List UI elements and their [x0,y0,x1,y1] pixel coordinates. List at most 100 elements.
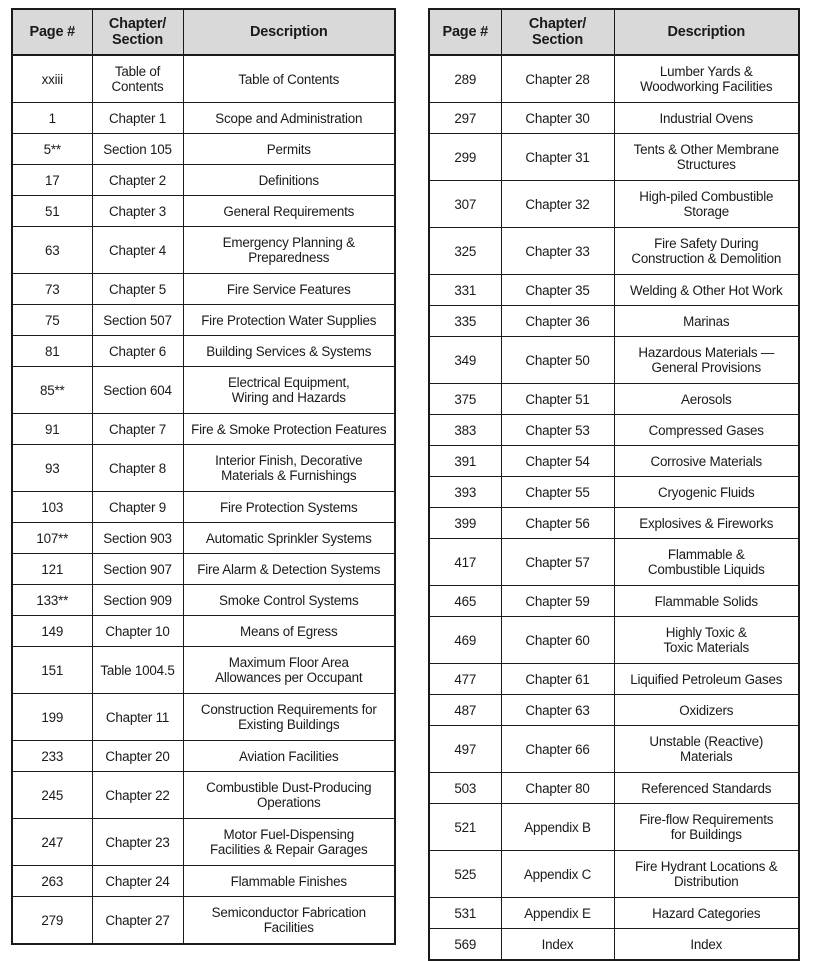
table-row[interactable]: 391 Chapter 54 Corrosive Materials [428,445,800,477]
cell-description: Electrical Equipment, Wiring and Hazards [182,366,396,414]
description-line2: Toxic Materials [663,640,750,655]
table-row[interactable]: 487 Chapter 63 Oxidizers [428,694,800,726]
chapter-section-line1: Chapter 8 [108,460,166,476]
table-row[interactable]: 151 Table 1004.5 Maximum Floor Area Allowan… [11,646,396,694]
description-line2: General Provisions [651,360,762,375]
cell-description: Fire Protection Water Supplies [182,304,396,336]
cell-chapter-section: Chapter 28 [500,54,615,103]
table-row[interactable]: 51 Chapter 3 General Requirements [11,195,396,227]
chapter-section-line1: Chapter 50 [525,352,590,368]
table-row[interactable]: 63 Chapter 4 Emergency Planning & Preparedn… [11,226,396,274]
description-line1: Lumber Yards & [659,64,753,79]
cell-chapter-section: Chapter 5 [91,273,184,305]
toc-table-right-wrapper: Page # Chapter/ Section Description 289 C… [428,8,800,961]
table-row[interactable]: 307 Chapter 32 High-piled Combustible Stora… [428,180,800,228]
chapter-section-line1: Section 507 [103,312,172,328]
description-line2: Combustible Liquids [647,562,765,577]
table-row[interactable]: 297 Chapter 30 Industrial Ovens [428,102,800,134]
table-row[interactable]: xxiii Table of Contents Table of Contents [11,54,396,103]
table-row[interactable]: 569 Index Index [428,928,800,961]
table-row[interactable]: 91 Chapter 7 Fire & Smoke Protection Featu… [11,413,396,445]
table-row[interactable]: 73 Chapter 5 Fire Service Features [11,273,396,305]
description-line1: Industrial Ovens [659,110,754,126]
cell-description: Smoke Control Systems [182,584,396,616]
table-row[interactable]: 279 Chapter 27 Semiconductor Fabrication Fa… [11,896,396,945]
table-row[interactable]: 107** Section 903 Automatic Sprinkler Syst… [11,522,396,554]
table-row[interactable]: 247 Chapter 23 Motor Fuel-Dispensing Facili… [11,818,396,866]
chapter-section-line1: Appendix E [524,905,591,921]
description-line1: Combustible Dust-Producing [206,780,372,795]
table-row[interactable]: 233 Chapter 20 Aviation Facilities [11,740,396,772]
table-row[interactable]: 17 Chapter 2 Definitions [11,164,396,196]
table-row[interactable]: 335 Chapter 36 Marinas [428,305,800,337]
toc-reference-page: Page # Chapter/ Section Description xxii… [11,8,800,961]
cell-chapter-section: Table 1004.5 [91,646,184,694]
table-row[interactable]: 465 Chapter 59 Flammable Solids [428,585,800,617]
table-row[interactable]: 121 Section 907 Fire Alarm & Detection Sys… [11,553,396,585]
table-row[interactable]: 85** Section 604 Electrical Equipment, Wiri… [11,366,396,414]
cell-chapter-section: Chapter 23 [91,818,184,866]
cell-chapter-section: Appendix C [500,850,615,898]
cell-description: Fire Service Features [182,273,396,305]
cell-description: General Requirements [182,195,396,227]
table-row[interactable]: 383 Chapter 53 Compressed Gases [428,414,800,446]
table-row[interactable]: 81 Chapter 6 Building Services & Systems [11,335,396,367]
cell-chapter-section: Chapter 2 [91,164,184,196]
cell-description: Cryogenic Fluids [613,476,800,508]
table-row[interactable]: 263 Chapter 24 Flammable Finishes [11,865,396,897]
chapter-section-line1: Chapter 53 [525,422,590,438]
table-row[interactable]: 525 Appendix C Fire Hydrant Locations & Dis… [428,850,800,898]
cell-chapter-section: Chapter 35 [500,274,615,306]
description-line1: Scope and Administration [215,110,363,126]
table-row[interactable]: 477 Chapter 61 Liquified Petroleum Gases [428,663,800,695]
table-row[interactable]: 289 Chapter 28 Lumber Yards & Woodworking F… [428,54,800,103]
table-row[interactable]: 245 Chapter 22 Combustible Dust-Producing O… [11,771,396,819]
description-line1: Hazard Categories [652,905,761,921]
chapter-section-line1: Chapter 24 [105,873,170,889]
table-row[interactable]: 331 Chapter 35 Welding & Other Hot Work [428,274,800,306]
table-row[interactable]: 399 Chapter 56 Explosives & Fireworks [428,507,800,539]
toc-table-left-header: Page # Chapter/ Section Description [11,8,396,56]
table-row[interactable]: 133** Section 909 Smoke Control Systems [11,584,396,616]
table-row[interactable]: 75 Section 507 Fire Protection Water Suppl… [11,304,396,336]
table-row[interactable]: 503 Chapter 80 Referenced Standards [428,772,800,804]
table-row[interactable]: 497 Chapter 66 Unstable (Reactive) Material… [428,725,800,773]
description-line1: Fire Protection Systems [219,499,358,515]
description-line1: General Requirements [223,203,355,219]
cell-page-number: 525 [428,850,502,898]
cell-description: Automatic Sprinkler Systems [182,522,396,554]
description-line2: Materials & Furnishings [221,468,357,483]
table-row[interactable]: 149 Chapter 10 Means of Egress [11,615,396,647]
cell-description: Building Services & Systems [182,335,396,367]
table-row[interactable]: 375 Chapter 51 Aerosols [428,383,800,415]
table-row[interactable]: 417 Chapter 57 Flammable & Combustible Liqu… [428,538,800,586]
table-row[interactable]: 299 Chapter 31 Tents & Other Membrane Struc… [428,133,800,181]
table-row[interactable]: 5** Section 105 Permits [11,133,396,165]
cell-description: Highly Toxic & Toxic Materials [613,616,800,664]
cell-description: Construction Requirements for Existing Bu… [182,693,396,741]
chapter-section-line1: Section 909 [103,592,172,608]
description-line1: Referenced Standards [641,780,772,796]
table-row[interactable]: 531 Appendix E Hazard Categories [428,897,800,929]
description-line1: Means of Egress [240,623,338,639]
table-row[interactable]: 199 Chapter 11 Construction Requirements f… [11,693,396,741]
table-row[interactable]: 1 Chapter 1 Scope and Administration [11,102,396,134]
cell-page-number: 297 [428,102,502,134]
cell-description: Maximum Floor Area Allowances per Occupan… [182,646,396,694]
table-row[interactable]: 93 Chapter 8 Interior Finish, Decorative Ma… [11,444,396,492]
cell-description: Flammable & Combustible Liquids [613,538,800,586]
cell-chapter-section: Chapter 80 [500,772,615,804]
cell-page-number: 383 [428,414,502,446]
table-row[interactable]: 349 Chapter 50 Hazardous Materials — Genera… [428,336,800,384]
cell-description: Means of Egress [182,615,396,647]
table-row[interactable]: 325 Chapter 33 Fire Safety During Construct… [428,227,800,275]
chapter-section-line2: Contents [111,79,164,94]
cell-chapter-section: Chapter 30 [500,102,615,134]
table-row[interactable]: 521 Appendix B Fire-flow Requirements for B… [428,803,800,851]
description-line2: Structures [676,157,736,172]
cell-description: Table of Contents [182,54,396,103]
cell-chapter-section: Chapter 9 [91,491,184,523]
table-row[interactable]: 103 Chapter 9 Fire Protection Systems [11,491,396,523]
table-row[interactable]: 469 Chapter 60 Highly Toxic & Toxic Materia… [428,616,800,664]
table-row[interactable]: 393 Chapter 55 Cryogenic Fluids [428,476,800,508]
